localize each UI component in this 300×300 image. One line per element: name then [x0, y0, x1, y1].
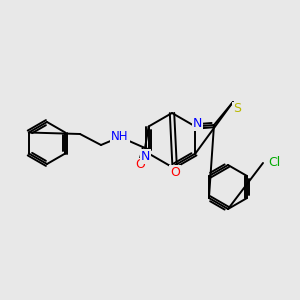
Text: Cl: Cl: [268, 157, 280, 169]
Text: O: O: [135, 158, 145, 172]
Text: N: N: [141, 150, 150, 163]
Text: N: N: [193, 117, 202, 130]
Text: NH: NH: [111, 130, 129, 143]
Text: O: O: [170, 166, 180, 178]
Text: S: S: [233, 103, 241, 116]
